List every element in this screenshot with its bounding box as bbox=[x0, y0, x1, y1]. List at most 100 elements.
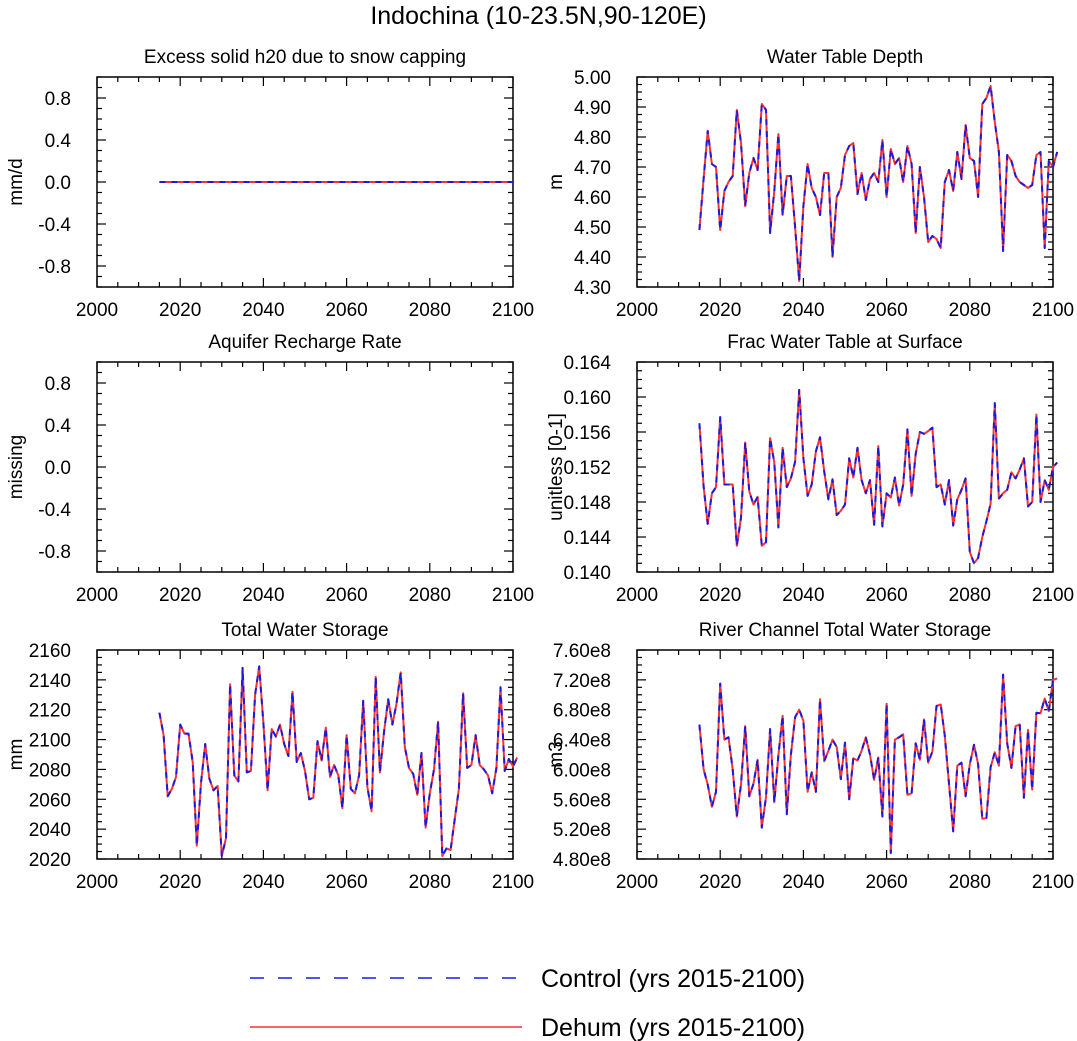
y-tick-label: 0.148 bbox=[563, 493, 611, 514]
y-tick-label: 6.00e8 bbox=[553, 760, 611, 781]
panel-2: Water Table Depth m 2000 2020 2040 2060 2080 21… bbox=[546, 47, 1074, 321]
y-tick-label: 7.60e8 bbox=[553, 641, 611, 662]
legend-label-control: Control (yrs 2015-2100) bbox=[541, 965, 805, 993]
y-axis-label: missing bbox=[6, 435, 27, 499]
page-title: Indochina (10-23.5N,90-120E) bbox=[370, 2, 707, 30]
y-tick-label: 4.50 bbox=[574, 218, 611, 239]
y-tick-label: 4.30 bbox=[574, 278, 611, 299]
y-tick-label: 4.60 bbox=[574, 188, 611, 209]
y-tick-label: 2100 bbox=[29, 731, 71, 752]
y-tick-label: 0.140 bbox=[563, 563, 611, 584]
x-tick-label: 2100 bbox=[492, 585, 534, 606]
y-tick-label: 0.0 bbox=[45, 458, 71, 479]
panel-title: Water Table Depth bbox=[767, 47, 923, 68]
panel-6: River Channel Total Water Storage m3 2000 2… bbox=[546, 620, 1074, 893]
panel-title: Frac Water Table at Surface bbox=[727, 332, 963, 353]
x-tick-label: 2000 bbox=[616, 300, 658, 321]
panel-4: Frac Water Table at Surface unitless [0-1… bbox=[546, 332, 1074, 606]
x-tick-label: 2080 bbox=[949, 585, 991, 606]
plot-frame bbox=[96, 361, 514, 573]
x-tick-label: 2060 bbox=[865, 585, 907, 606]
x-tick-label: 2040 bbox=[782, 585, 824, 606]
y-tick-label: 4.40 bbox=[574, 248, 611, 269]
legend-label-dehum: Dehum (yrs 2015-2100) bbox=[541, 1014, 805, 1041]
y-tick-label: 5.20e8 bbox=[553, 820, 611, 841]
x-tick-label: 2080 bbox=[949, 872, 991, 893]
y-axis-label: unitless [0-1] bbox=[546, 413, 567, 521]
plot-frame bbox=[636, 76, 1054, 288]
series-control-line bbox=[698, 85, 1059, 282]
x-tick-label: 2000 bbox=[76, 585, 118, 606]
y-tick-label: 2060 bbox=[29, 790, 71, 811]
y-tick-label: 5.00 bbox=[574, 68, 611, 89]
figure-panels: Excess solid h20 due to snow capping mm/d… bbox=[6, 47, 1074, 893]
x-tick-label: 2020 bbox=[159, 872, 201, 893]
x-tick-label: 2000 bbox=[616, 872, 658, 893]
x-tick-label: 2040 bbox=[782, 300, 824, 321]
y-tick-label: 0.8 bbox=[45, 89, 71, 110]
panel-3: Aquifer Recharge Rate missing 2000 2020 2040… bbox=[6, 332, 534, 606]
x-tick-label: 2020 bbox=[699, 585, 741, 606]
panel-title: Excess solid h20 due to snow capping bbox=[144, 47, 466, 68]
x-tick-label: 2020 bbox=[699, 872, 741, 893]
y-tick-label: 0.164 bbox=[563, 353, 611, 374]
y-tick-label: 0.156 bbox=[563, 423, 611, 444]
x-tick-label: 2100 bbox=[1032, 300, 1074, 321]
y-tick-label: 2080 bbox=[29, 760, 71, 781]
y-tick-label: -0.8 bbox=[38, 257, 71, 278]
x-tick-label: 2100 bbox=[1032, 872, 1074, 893]
x-tick-label: 2080 bbox=[949, 300, 991, 321]
x-tick-label: 2020 bbox=[159, 300, 201, 321]
y-tick-label: -0.4 bbox=[38, 500, 71, 521]
plot-frame bbox=[636, 361, 1054, 573]
x-tick-label: 2040 bbox=[782, 872, 824, 893]
series-control-line bbox=[158, 665, 519, 857]
y-tick-label: 2140 bbox=[29, 671, 71, 692]
y-tick-label: 7.20e8 bbox=[553, 671, 611, 692]
x-tick-label: 2020 bbox=[159, 585, 201, 606]
panel-title: River Channel Total Water Storage bbox=[699, 620, 992, 641]
x-tick-label: 2060 bbox=[865, 300, 907, 321]
y-tick-label: 5.60e8 bbox=[553, 790, 611, 811]
x-tick-label: 2040 bbox=[242, 872, 284, 893]
x-tick-label: 2000 bbox=[616, 585, 658, 606]
plot-frame bbox=[96, 649, 514, 860]
legend: Control (yrs 2015-2100) Dehum (yrs 2015-… bbox=[250, 965, 805, 1041]
y-tick-label: 0.144 bbox=[563, 528, 611, 549]
y-tick-label: 6.40e8 bbox=[553, 731, 611, 752]
y-axis-label: mm bbox=[6, 739, 27, 771]
x-tick-label: 2060 bbox=[325, 300, 367, 321]
y-tick-label: 0.8 bbox=[45, 374, 71, 395]
y-axis-label: m bbox=[546, 174, 567, 190]
panel-title: Total Water Storage bbox=[221, 620, 388, 641]
series-control-line bbox=[698, 389, 1058, 565]
y-tick-label: 0.160 bbox=[563, 388, 611, 409]
panel-1: Excess solid h20 due to snow capping mm/d… bbox=[6, 47, 534, 321]
y-tick-label: 4.70 bbox=[574, 158, 611, 179]
x-tick-label: 2060 bbox=[865, 872, 907, 893]
x-tick-label: 2080 bbox=[409, 300, 451, 321]
y-tick-label: 4.90 bbox=[574, 98, 611, 119]
y-tick-label: 2040 bbox=[29, 820, 71, 841]
x-tick-label: 2020 bbox=[699, 300, 741, 321]
x-tick-label: 2100 bbox=[492, 300, 534, 321]
x-tick-label: 2040 bbox=[242, 300, 284, 321]
y-tick-label: -0.8 bbox=[38, 542, 71, 563]
series-control-line bbox=[698, 673, 1058, 854]
x-tick-label: 2000 bbox=[76, 872, 118, 893]
y-axis-label: mm/d bbox=[6, 158, 27, 206]
y-tick-label: 6.80e8 bbox=[553, 701, 611, 722]
x-tick-label: 2040 bbox=[242, 585, 284, 606]
y-tick-label: 2160 bbox=[29, 641, 71, 662]
x-tick-label: 2080 bbox=[409, 585, 451, 606]
y-tick-label: 2120 bbox=[29, 701, 71, 722]
x-tick-label: 2000 bbox=[76, 300, 118, 321]
y-tick-label: 4.80 bbox=[574, 128, 611, 149]
y-tick-label: 2020 bbox=[29, 850, 71, 871]
x-tick-label: 2100 bbox=[1032, 585, 1074, 606]
y-axis-label: m3 bbox=[546, 741, 567, 767]
y-tick-label: 0.4 bbox=[45, 131, 72, 152]
y-tick-label: 0.152 bbox=[563, 458, 611, 479]
y-tick-label: 0.4 bbox=[45, 416, 72, 437]
